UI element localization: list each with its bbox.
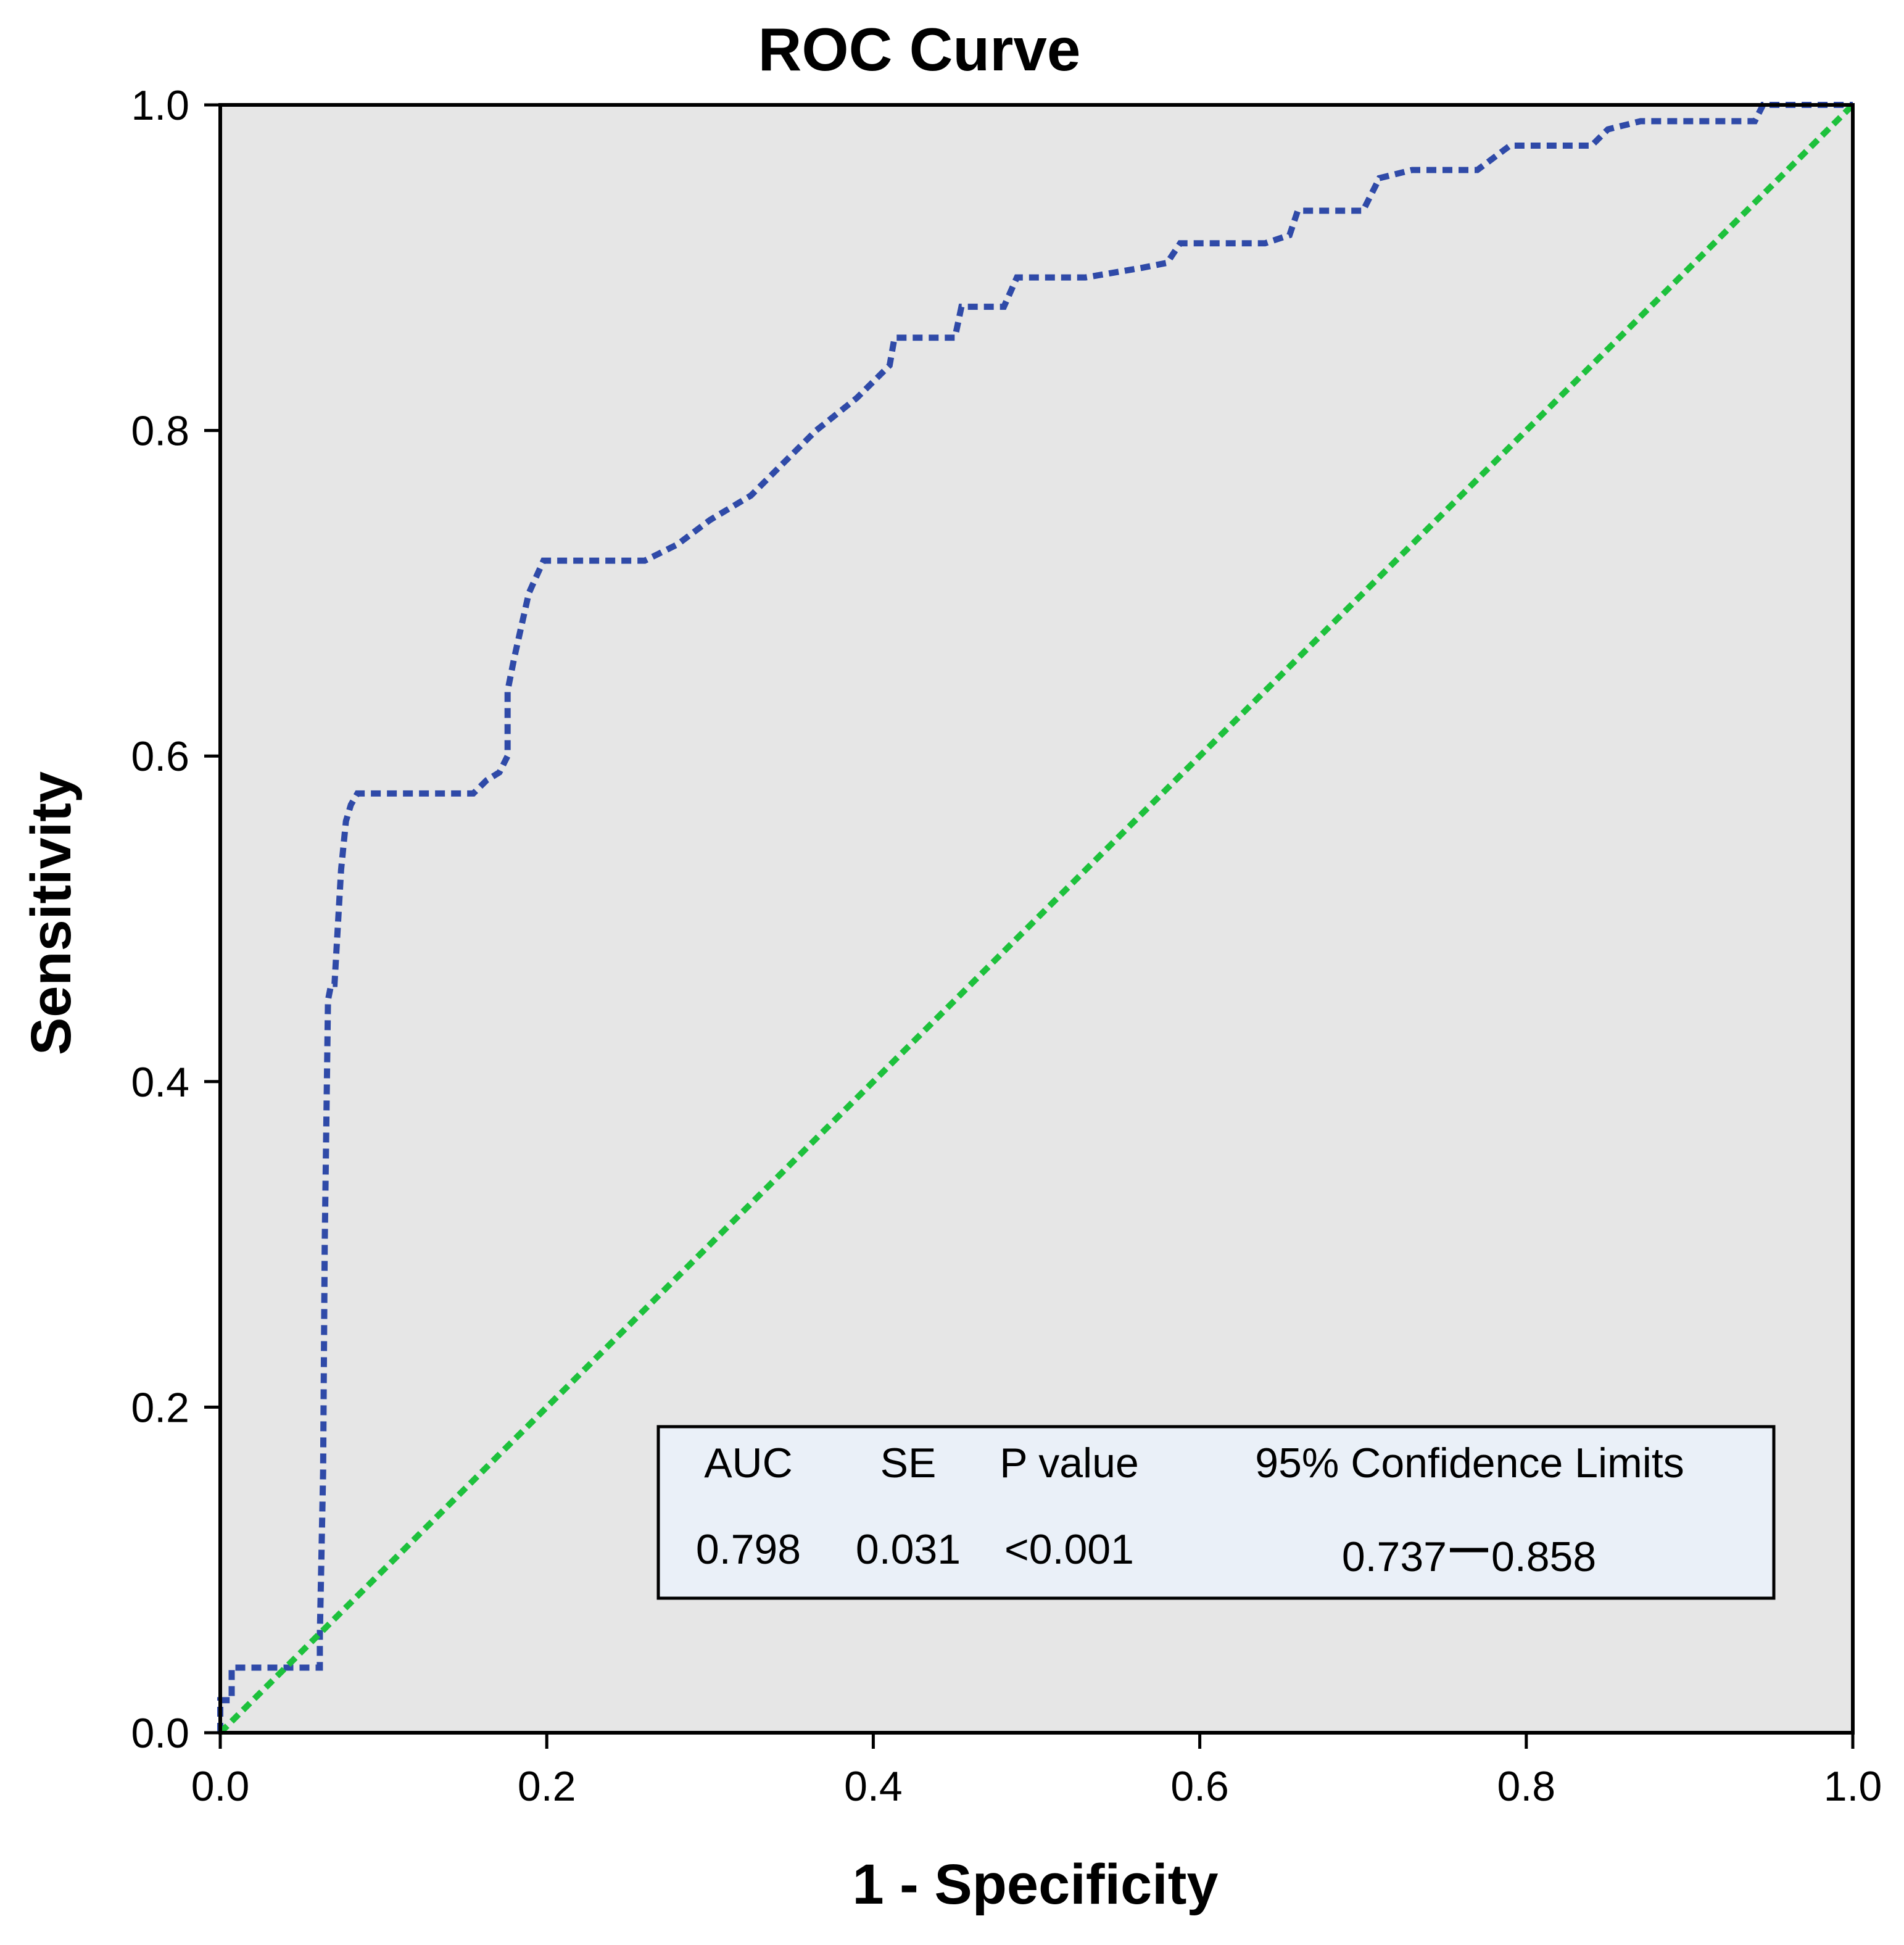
stats-value-pvalue: <0.001 — [1004, 1526, 1134, 1573]
x-tick-label: 0.0 — [191, 1763, 250, 1810]
chart-title: ROC Curve — [758, 15, 1081, 83]
y-tick-label: 0.8 — [131, 408, 189, 455]
stats-value-ci-high: 0.858 — [1491, 1533, 1596, 1580]
stats-header-pvalue: P value — [1000, 1440, 1139, 1487]
stats-legend-box: AUC SE P value 95% Confidence Limits 0.7… — [656, 1425, 1776, 1600]
x-tick-label: 0.4 — [844, 1763, 903, 1810]
y-tick-label: 0.6 — [131, 733, 189, 780]
stats-value-se: 0.031 — [856, 1526, 961, 1573]
x-tick-label: 0.2 — [518, 1763, 576, 1810]
stats-header-auc: AUC — [704, 1440, 793, 1487]
axis-layer: 0.0 0.2 0.4 0.6 0.8 1.0 0.0 0.2 0.4 0.6 0.8 1.0 — [131, 82, 1882, 1810]
x-axis-title: 1 - Specificity — [852, 1853, 1218, 1916]
series-layer — [217, 102, 1855, 1735]
roc-curve-line — [217, 102, 1853, 1733]
stats-value-ci-low: 0.737 — [1342, 1533, 1447, 1580]
stats-header-ci: 95% Confidence Limits — [1255, 1440, 1684, 1487]
plot-frame — [218, 103, 1855, 1735]
x-tick-label: 1.0 — [1824, 1763, 1882, 1810]
y-tick-label: 0.0 — [131, 1710, 189, 1757]
stats-header-se: SE — [880, 1440, 937, 1487]
y-tick-label: 0.4 — [131, 1059, 189, 1106]
y-tick-label: 0.2 — [131, 1384, 189, 1431]
stats-value-auc: 0.798 — [696, 1526, 801, 1573]
stats-box-frame — [656, 1425, 1776, 1600]
y-tick-label: 1.0 — [131, 82, 189, 129]
x-tick-label: 0.6 — [1170, 1763, 1229, 1810]
x-tick-label: 0.8 — [1497, 1763, 1556, 1810]
y-axis-title: Sensitivity — [20, 771, 83, 1055]
